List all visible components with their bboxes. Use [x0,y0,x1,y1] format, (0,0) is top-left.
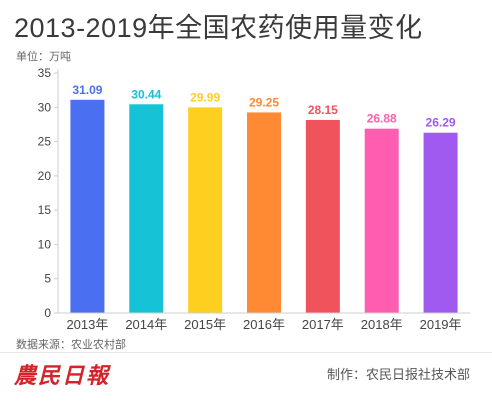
unit-label: 单位：万吨 [16,51,71,63]
footer-divider [0,352,492,353]
x-tick-label: 2017年 [302,317,344,332]
data-label: 26.88 [367,112,397,126]
x-tick-label: 2013年 [66,317,108,332]
credit-text: 制作：农民日报社技术部 [326,367,470,382]
bar [247,112,281,313]
bar [70,99,105,313]
data-source: 数据来源：农业农村部 [16,339,126,351]
bar [188,107,223,314]
x-tick-label: 2016年 [243,317,285,332]
y-tick-label: 10 [38,237,52,251]
data-label: 29.99 [190,90,220,104]
bar [364,128,399,313]
newspaper-logo: 農民日報 [14,363,111,389]
x-tick-label: 2018年 [361,317,403,332]
y-tick-label: 25 [38,135,52,149]
chart-title: 2013-2019年全国农药使用量变化 [14,13,423,43]
x-tick-label: 2015年 [184,317,226,332]
y-tick-label: 20 [38,169,52,183]
data-label: 30.44 [131,87,161,101]
data-label: 29.25 [249,95,279,109]
bar-chart: 0 5 10 15 20 25 30 35 31.09 2013年 30.44 2014年 29.99 2… [38,66,470,332]
bar [129,104,164,313]
bar [305,119,340,313]
data-label: 26.29 [426,116,456,130]
y-tick-label: 15 [38,203,52,217]
x-tick-label: 2019年 [420,317,462,332]
y-tick-label: 5 [44,272,51,286]
y-tick-label: 0 [44,306,51,320]
bar [423,132,458,313]
y-tick-label: 30 [38,100,52,114]
x-tick-label: 2014年 [125,317,167,332]
data-label: 31.09 [72,83,102,97]
y-tick-label: 35 [38,66,52,80]
data-label: 28.15 [308,103,338,117]
